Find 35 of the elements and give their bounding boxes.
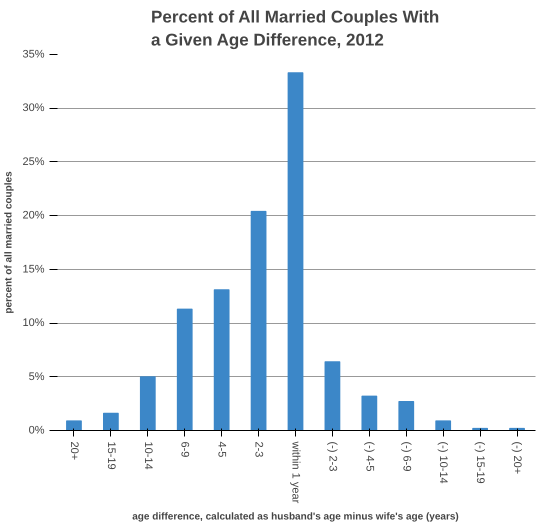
chart-title: Percent of All Married Couples With a Given Age Difference, 2012 (151, 8, 440, 50)
bar (66, 420, 82, 430)
x-tick-label: (-) 6-9 (400, 442, 412, 472)
x-tick-label: 10-14 (142, 442, 154, 470)
x-tick-label: 2-3 (252, 442, 265, 458)
bar (288, 72, 304, 430)
y-tick-label: 10% (22, 317, 45, 330)
bar (361, 396, 378, 430)
x-tick-label: (-) 2-3 (326, 442, 338, 472)
x-tick-label: (-) 4-5 (363, 442, 376, 472)
bar (250, 210, 266, 430)
bar (324, 361, 340, 430)
x-tick-label: 15-19 (104, 442, 117, 470)
y-tick-label: 5% (28, 370, 45, 383)
bar (214, 289, 230, 430)
x-tick-label: 20+ (68, 442, 80, 460)
x-tick-label: 4-5 (216, 442, 228, 458)
x-tick-label: (-) 20+ (511, 442, 524, 474)
bar (398, 400, 414, 430)
bar (176, 308, 193, 430)
y-tick-label: 0% (28, 424, 45, 436)
x-tick-label: (-) 10-14 (437, 442, 450, 484)
y-tick-label: 25% (22, 156, 45, 168)
bar (103, 412, 119, 430)
y-tick-label: 20% (22, 210, 45, 222)
x-axis-title: age difference, calculated as husband's age minus wife's age (years) (132, 511, 459, 522)
bar (435, 420, 452, 430)
y-axis-title: percent of all married couples (3, 170, 14, 314)
x-tick-label: within 1 year (290, 440, 302, 504)
bar (140, 376, 156, 430)
y-tick-label: 15% (22, 263, 45, 276)
y-tick-label: 30% (22, 102, 45, 114)
x-tick-label: 6-9 (178, 442, 191, 458)
x-tick-label: (-) 15-19 (474, 442, 486, 484)
y-tick-label: 35% (22, 48, 45, 60)
